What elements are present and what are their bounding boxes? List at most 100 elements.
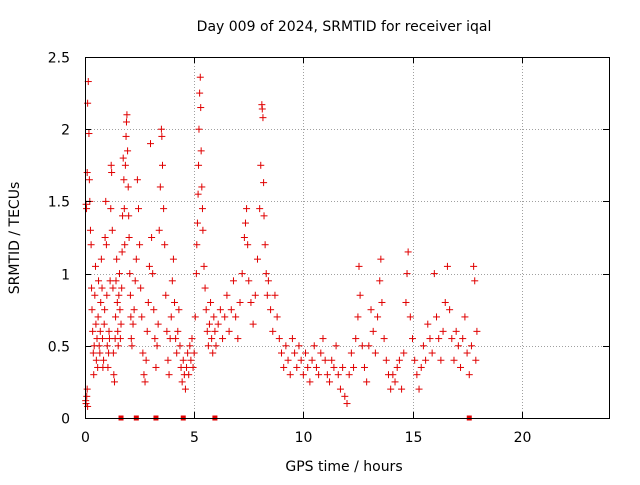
data-point [134, 205, 142, 213]
data-point [113, 298, 121, 306]
data-point [441, 298, 449, 306]
y-tick-label: 0.5 [48, 340, 70, 356]
data-point [216, 306, 224, 314]
data-point [119, 212, 127, 220]
data-point [83, 169, 91, 177]
data-point [120, 205, 128, 213]
data-point [145, 262, 153, 270]
data-point [119, 154, 127, 162]
data-point [403, 270, 411, 278]
data-point [97, 255, 105, 263]
y-tick-label: 2 [61, 123, 70, 139]
data-point [430, 270, 438, 278]
data-point [221, 313, 229, 321]
data-point [470, 262, 478, 270]
data-point [124, 183, 132, 191]
data-point [286, 371, 294, 379]
data-point [118, 248, 126, 256]
data-point [253, 255, 261, 263]
data-point [472, 356, 480, 364]
data-point [195, 125, 203, 133]
data-point [232, 313, 240, 321]
data-point [163, 327, 171, 335]
data-point [419, 342, 427, 350]
x-tick-label: 5 [190, 430, 199, 446]
data-point [85, 130, 93, 138]
data-point [223, 291, 231, 299]
data-point [168, 277, 176, 285]
data-point [219, 335, 227, 343]
data-point [380, 335, 388, 343]
data-point [114, 342, 122, 350]
data-point [109, 284, 117, 292]
data-point [332, 342, 340, 350]
x-tick-label: 0 [81, 430, 90, 446]
data-point [282, 342, 290, 350]
data-point [126, 270, 134, 278]
plot-frame [85, 57, 610, 419]
data-point [118, 284, 126, 292]
data-point [345, 371, 353, 379]
data-point [376, 277, 384, 285]
data-point [323, 371, 331, 379]
data-point [406, 313, 414, 321]
data-point [172, 335, 180, 343]
data-point [115, 291, 123, 299]
data-point [293, 363, 301, 371]
data-point [437, 356, 445, 364]
data-point [297, 356, 305, 364]
data-point [102, 197, 110, 205]
data-point [124, 147, 132, 155]
data-point [312, 363, 320, 371]
data-point [367, 306, 375, 314]
data-point [139, 349, 147, 357]
data-point [161, 241, 169, 249]
data-point [352, 335, 360, 343]
data-point [104, 363, 112, 371]
data-point [97, 298, 105, 306]
data-point [284, 356, 292, 364]
data-point [435, 335, 443, 343]
data-point [317, 349, 325, 357]
y-tick-label: 1.5 [48, 195, 70, 211]
data-point [108, 226, 116, 234]
data-point [377, 255, 385, 263]
data-point [417, 363, 425, 371]
data-point [336, 385, 344, 393]
data-point [106, 277, 114, 285]
y-axis-label: SRMTID / TECUs [7, 182, 23, 295]
data-point [229, 277, 237, 285]
data-point [181, 385, 189, 393]
data-point [398, 385, 406, 393]
data-point [91, 262, 99, 270]
data-point [200, 262, 208, 270]
data-point [245, 277, 253, 285]
data-point [409, 335, 416, 343]
data-point [413, 371, 421, 379]
data-point [88, 306, 96, 314]
data-point [452, 327, 460, 335]
data-point [88, 284, 96, 292]
data-point [319, 335, 327, 343]
x-tick-label: 10 [295, 430, 313, 446]
data-point [304, 363, 312, 371]
data-point [150, 306, 158, 314]
data-point [271, 291, 279, 299]
data-point [291, 349, 299, 357]
data-point [140, 371, 148, 379]
data-point [241, 219, 249, 227]
data-point [473, 327, 481, 335]
data-point [448, 335, 456, 343]
data-point [85, 176, 93, 184]
data-point [196, 89, 204, 97]
data-point [158, 132, 166, 140]
data-point [87, 241, 95, 249]
data-point [426, 335, 434, 343]
data-point [108, 169, 116, 177]
data-point [197, 104, 205, 112]
data-point [102, 241, 110, 249]
data-point [173, 349, 181, 357]
data-point [98, 284, 106, 292]
data-point [258, 105, 266, 113]
data-point [459, 335, 467, 343]
